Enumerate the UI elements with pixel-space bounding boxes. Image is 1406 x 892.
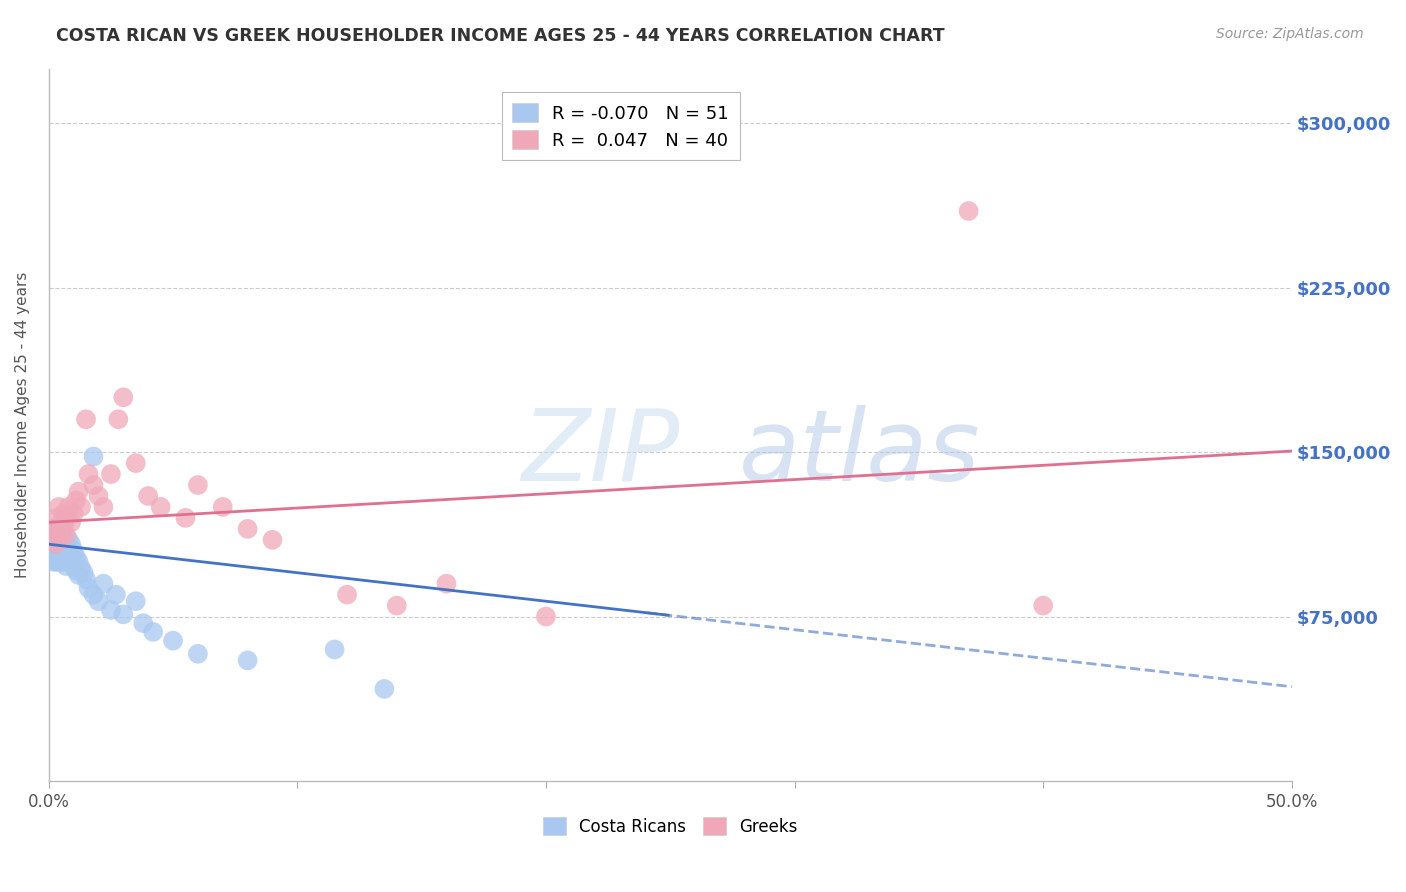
Point — [58, 533, 80, 547]
Point — [52, 537, 75, 551]
Point — [125, 594, 148, 608]
Text: ZIP: ZIP — [522, 405, 679, 501]
Point — [149, 500, 172, 514]
Point — [48, 500, 70, 514]
Point — [262, 533, 284, 547]
Point — [112, 390, 135, 404]
Point — [55, 511, 77, 525]
Point — [42, 555, 65, 569]
Point — [51, 543, 73, 558]
Point — [51, 533, 73, 547]
Point — [48, 537, 70, 551]
Point — [82, 478, 104, 492]
Point — [55, 550, 77, 565]
Point — [385, 599, 408, 613]
Point — [51, 522, 73, 536]
Point — [75, 412, 97, 426]
Point — [534, 609, 557, 624]
Point — [51, 528, 73, 542]
Point — [62, 543, 84, 558]
Point — [125, 456, 148, 470]
Point — [42, 522, 65, 536]
Point — [236, 522, 259, 536]
Point — [45, 511, 67, 525]
Point — [42, 522, 65, 536]
Point — [62, 507, 84, 521]
Point — [48, 543, 70, 558]
Point — [373, 681, 395, 696]
Point — [42, 533, 65, 547]
Point — [48, 522, 70, 536]
Point — [58, 543, 80, 558]
Point — [62, 559, 84, 574]
Point — [957, 204, 980, 219]
Point — [93, 576, 115, 591]
Point — [39, 533, 62, 547]
Text: COSTA RICAN VS GREEK HOUSEHOLDER INCOME AGES 25 - 44 YEARS CORRELATION CHART: COSTA RICAN VS GREEK HOUSEHOLDER INCOME … — [56, 27, 945, 45]
Point — [67, 555, 90, 569]
Point — [70, 500, 93, 514]
Point — [72, 566, 94, 580]
Point — [93, 500, 115, 514]
Point — [55, 528, 77, 542]
Point — [65, 550, 87, 565]
Point — [142, 624, 165, 639]
Text: Source: ZipAtlas.com: Source: ZipAtlas.com — [1216, 27, 1364, 41]
Point — [436, 576, 458, 591]
Point — [45, 543, 67, 558]
Point — [67, 484, 90, 499]
Point — [60, 516, 83, 530]
Point — [77, 581, 100, 595]
Point — [100, 467, 122, 481]
Point — [187, 647, 209, 661]
Point — [65, 493, 87, 508]
Point — [174, 511, 197, 525]
Point — [82, 450, 104, 464]
Point — [39, 533, 62, 547]
Point — [55, 559, 77, 574]
Point — [77, 467, 100, 481]
Point — [107, 412, 129, 426]
Legend: Costa Ricans, Greeks: Costa Ricans, Greeks — [534, 808, 806, 844]
Point — [45, 537, 67, 551]
Point — [336, 588, 359, 602]
Point — [65, 564, 87, 578]
Point — [51, 516, 73, 530]
Point — [132, 616, 155, 631]
Point — [70, 561, 93, 575]
Point — [48, 555, 70, 569]
Point — [67, 568, 90, 582]
Point — [82, 588, 104, 602]
Point — [48, 528, 70, 542]
Point — [45, 555, 67, 569]
Point — [211, 500, 233, 514]
Point — [1032, 599, 1054, 613]
Point — [100, 603, 122, 617]
Point — [75, 572, 97, 586]
Point — [39, 543, 62, 558]
Point — [51, 555, 73, 569]
Point — [52, 519, 75, 533]
Point — [52, 507, 75, 521]
Point — [52, 546, 75, 560]
Point — [55, 541, 77, 556]
Point — [58, 500, 80, 514]
Point — [187, 478, 209, 492]
Point — [104, 588, 127, 602]
Point — [112, 607, 135, 622]
Y-axis label: Householder Income Ages 25 - 44 years: Householder Income Ages 25 - 44 years — [15, 271, 30, 578]
Point — [162, 633, 184, 648]
Point — [136, 489, 159, 503]
Point — [60, 537, 83, 551]
Point — [323, 642, 346, 657]
Point — [60, 555, 83, 569]
Text: atlas: atlas — [738, 405, 980, 501]
Point — [236, 653, 259, 667]
Point — [52, 555, 75, 569]
Point — [87, 594, 110, 608]
Point — [87, 489, 110, 503]
Point — [45, 537, 67, 551]
